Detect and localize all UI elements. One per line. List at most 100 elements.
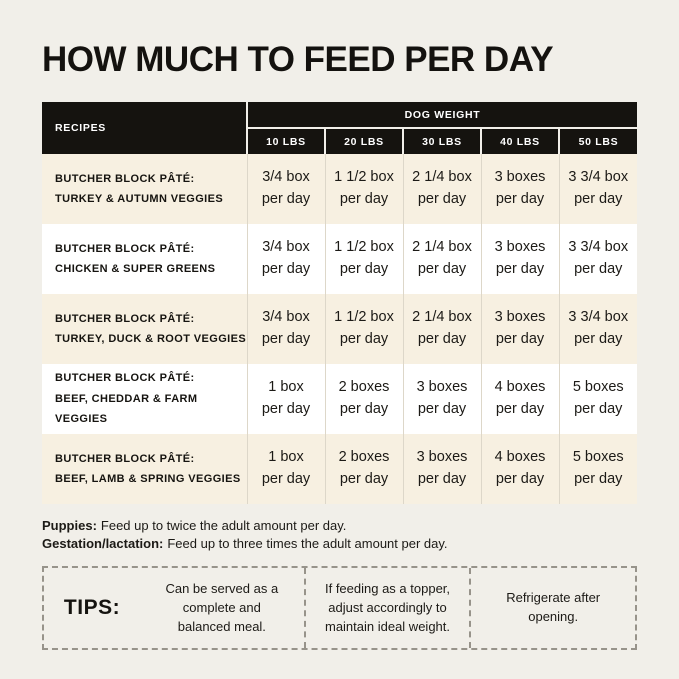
amount-line: 4 boxes: [494, 449, 546, 466]
table-row: BUTCHER BLOCK PÂTÉ: TURKEY, DUCK & ROOT …: [42, 294, 637, 364]
recipe-name: BUTCHER BLOCK PÂTÉ: TURKEY, DUCK & ROOT …: [42, 294, 247, 364]
feeding-amount-cell: 3 boxes per day: [480, 154, 559, 224]
frequency-line: per day: [417, 261, 467, 277]
note-gestation: Gestation/lactation: Feed up to three tim…: [42, 535, 637, 553]
amount-line: 3 boxes: [494, 239, 546, 256]
frequency-line: per day: [339, 191, 389, 207]
amount-line: 2 boxes: [338, 449, 390, 466]
frequency-line: per day: [495, 401, 545, 417]
recipe-name-line2: TURKEY & AUTUMN VEGGIES: [55, 193, 224, 205]
amount-line: 3 3/4 box: [568, 309, 629, 326]
note-text: Feed up to twice the adult amount per da…: [100, 518, 347, 533]
feeding-amount-cell: 5 boxes per day: [558, 364, 637, 434]
feeding-table: RECIPES DOG WEIGHT 10 LBS 20 LBS 30 LBS …: [42, 102, 637, 504]
amount-line: 4 boxes: [494, 379, 546, 396]
amount-line: 3 3/4 box: [568, 169, 629, 186]
table-row: BUTCHER BLOCK PÂTÉ: TURKEY & AUTUMN VEGG…: [42, 154, 637, 224]
amount-line: 3/4 box: [262, 169, 310, 186]
recipe-name: BUTCHER BLOCK PÂTÉ: BEEF, CHEDDAR & FARM…: [42, 364, 247, 434]
feeding-amount-cell: 3 boxes per day: [402, 364, 481, 434]
note-label: Gestation/lactation:: [42, 535, 164, 551]
table-row: BUTCHER BLOCK PÂTÉ: BEEF, CHEDDAR & FARM…: [42, 364, 637, 434]
note-puppies: Puppies: Feed up to twice the adult amoun…: [42, 517, 637, 535]
feeding-amount-cell: 1 1/2 box per day: [324, 294, 403, 364]
frequency-line: per day: [495, 331, 545, 347]
frequency-line: per day: [417, 471, 467, 487]
frequency-line: per day: [339, 401, 389, 417]
recipe-name-line2: TURKEY, DUCK & ROOT VEGGIES: [55, 333, 247, 345]
feeding-amount-cell: 3 boxes per day: [480, 294, 559, 364]
weight-header-10lbs: 10 LBS: [247, 128, 325, 154]
tip-item: Can be served as a complete and balanced…: [140, 568, 304, 648]
feeding-amount-cell: 2 1/4 box per day: [402, 154, 481, 224]
frequency-line: per day: [495, 261, 545, 277]
frequency-line: per day: [417, 191, 467, 207]
frequency-line: per day: [417, 331, 467, 347]
frequency-line: per day: [339, 261, 389, 277]
table-header-row-group: RECIPES DOG WEIGHT: [42, 102, 637, 154]
weight-header-40lbs: 40 LBS: [480, 128, 559, 154]
tips-box: TIPS: Can be served as a complete and ba…: [42, 566, 637, 651]
recipe-name: BUTCHER BLOCK PÂTÉ: BEEF, LAMB & SPRING …: [42, 434, 247, 504]
tip-item: Refrigerate after opening.: [469, 568, 635, 649]
amount-line: 1 box: [268, 379, 304, 396]
weight-header-50lbs: 50 LBS: [558, 128, 637, 154]
frequency-line: per day: [339, 471, 389, 487]
recipe-name: BUTCHER BLOCK PÂTÉ: TURKEY & AUTUMN VEGG…: [42, 154, 247, 224]
frequency-line: per day: [261, 261, 311, 277]
weight-header-20lbs: 20 LBS: [324, 128, 403, 154]
amount-line: 3 boxes: [416, 449, 468, 466]
tips-label: TIPS:: [63, 596, 121, 620]
frequency-line: per day: [261, 191, 311, 207]
frequency-line: per day: [574, 191, 623, 207]
amount-line: 3 boxes: [494, 169, 546, 186]
amount-line: 1 1/2 box: [334, 169, 394, 186]
table-row: BUTCHER BLOCK PÂTÉ: CHICKEN & SUPER GREE…: [42, 224, 637, 294]
tip-item: If feeding as a topper, adjust according…: [303, 568, 470, 649]
feeding-amount-cell: 3 boxes per day: [480, 224, 559, 294]
note-label: Puppies:: [42, 518, 97, 533]
frequency-line: per day: [574, 401, 623, 417]
feeding-amount-cell: 1 1/2 box per day: [324, 224, 403, 294]
feeding-amount-cell: 5 boxes per day: [558, 434, 637, 504]
dog-weight-group-header: DOG WEIGHT: [247, 102, 637, 129]
feeding-amount-cell: 3 3/4 box per day: [558, 224, 637, 294]
feeding-amount-cell: 4 boxes per day: [480, 434, 559, 504]
feeding-amount-cell: 2 1/4 box per day: [402, 294, 481, 364]
frequency-line: per day: [495, 471, 545, 487]
feeding-amount-cell: 3/4 box per day: [246, 154, 325, 224]
recipe-name-line2: CHICKEN & SUPER GREENS: [55, 263, 216, 275]
amount-line: 3 boxes: [494, 309, 546, 326]
tip-text: Can be served as a complete and balanced…: [165, 580, 279, 634]
feeding-amount-cell: 3 3/4 box per day: [558, 154, 637, 224]
feeding-amount-cell: 2 boxes per day: [324, 434, 403, 504]
recipe-name: BUTCHER BLOCK PÂTÉ: CHICKEN & SUPER GREE…: [42, 224, 247, 294]
amount-line: 3 3/4 box: [568, 239, 629, 256]
amount-line: 3/4 box: [262, 309, 310, 326]
amount-line: 1 1/2 box: [334, 309, 394, 326]
feeding-amount-cell: 4 boxes per day: [480, 364, 559, 434]
amount-line: 2 boxes: [338, 379, 390, 396]
recipe-name-line1: BUTCHER BLOCK PÂTÉ:: [55, 372, 195, 385]
table-row: BUTCHER BLOCK PÂTÉ: BEEF, LAMB & SPRING …: [42, 434, 637, 504]
amount-line: 3 boxes: [416, 379, 468, 396]
recipes-column-header: RECIPES: [42, 102, 248, 154]
frequency-line: per day: [574, 331, 623, 347]
table-header-row-weights: 10 LBS 20 LBS 30 LBS 40 LBS 50 LBS: [42, 128, 637, 154]
tip-text: If feeding as a topper, adjust according…: [324, 580, 451, 634]
frequency-line: per day: [261, 331, 311, 347]
feeding-amount-cell: 1 1/2 box per day: [324, 154, 403, 224]
note-text: Feed up to three times the adult amount …: [167, 535, 448, 551]
amount-line: 2 1/4 box: [412, 239, 472, 256]
tip-text: Refrigerate after opening.: [506, 590, 601, 625]
amount-line: 5 boxes: [572, 379, 624, 396]
amount-line: 3/4 box: [262, 239, 310, 256]
footnotes: Puppies: Feed up to twice the adult amoun…: [42, 517, 637, 552]
recipe-name-line1: BUTCHER BLOCK PÂTÉ:: [55, 452, 195, 465]
page-title: HOW MUCH TO FEED PER DAY: [42, 40, 554, 79]
amount-line: 1 1/2 box: [334, 239, 394, 256]
feeding-amount-cell: 3/4 box per day: [246, 294, 325, 364]
frequency-line: per day: [417, 401, 467, 417]
feeding-amount-cell: 1 box per day: [246, 434, 325, 504]
